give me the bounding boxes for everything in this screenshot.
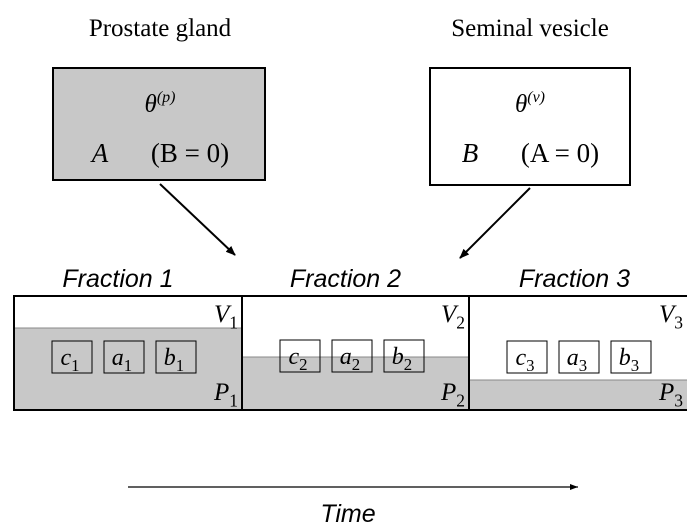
param-label: b1 xyxy=(164,345,184,375)
param-label-base: c xyxy=(60,345,71,371)
param-label: a1 xyxy=(112,345,132,375)
parameter-symbol: θ xyxy=(515,91,527,118)
arrow xyxy=(159,183,236,256)
volume-label: V3 xyxy=(659,301,683,332)
param-label-base: a xyxy=(112,345,124,371)
parameter-sup: (v) xyxy=(527,89,545,106)
prostate-label: P3 xyxy=(658,379,683,410)
time-label: Time xyxy=(320,500,375,528)
condition: (B = 0) xyxy=(151,138,229,168)
param-label: b2 xyxy=(392,344,412,374)
prostate-label: P1 xyxy=(213,379,238,410)
param-label-sub: 2 xyxy=(404,355,412,374)
param-box xyxy=(558,340,600,374)
param-label-base: a xyxy=(567,345,579,371)
param-box xyxy=(610,340,652,374)
fraction-title: Fraction 1 xyxy=(62,265,173,293)
fraction-shade xyxy=(469,380,687,410)
param-label-base: b xyxy=(619,345,631,371)
organ-name: Seminal vesicle xyxy=(451,15,609,42)
param-label: c2 xyxy=(288,344,307,374)
volume-label: V2 xyxy=(441,301,465,332)
prostate-label-sub: 2 xyxy=(456,390,465,410)
param-label-sub: 1 xyxy=(124,356,132,375)
param-label: a3 xyxy=(567,345,587,375)
volume-label-sub: 2 xyxy=(456,312,465,332)
organ-box xyxy=(52,67,266,181)
effect: B xyxy=(462,138,479,168)
parameter-symbol: θ xyxy=(145,91,157,118)
parameter: θ(v) xyxy=(515,89,545,118)
prostate-label-base: P xyxy=(658,379,674,406)
prostate-label-base: P xyxy=(213,379,229,406)
prostate-label-sub: 1 xyxy=(229,390,238,410)
prostate-label-sub: 3 xyxy=(674,390,683,410)
param-label-sub: 3 xyxy=(631,356,639,375)
volume-label-base: V xyxy=(214,301,232,328)
param-box xyxy=(331,339,373,373)
param-label: a2 xyxy=(340,344,360,374)
arrow xyxy=(459,187,531,259)
volume-label-base: V xyxy=(441,301,459,328)
param-label-base: b xyxy=(392,344,404,370)
volume-label: V1 xyxy=(214,301,238,332)
param-label-base: a xyxy=(340,344,352,370)
condition: (A = 0) xyxy=(521,138,599,168)
fraction-border xyxy=(468,295,687,411)
param-label-base: b xyxy=(164,345,176,371)
param-label-base: c xyxy=(288,344,299,370)
param-label-base: c xyxy=(515,345,526,371)
fraction-title: Fraction 3 xyxy=(519,265,630,293)
volume-label-base: V xyxy=(659,301,677,328)
volume-label-sub: 1 xyxy=(229,312,238,332)
parameter-sup: (p) xyxy=(157,89,176,106)
param-label-sub: 3 xyxy=(526,356,534,375)
param-box xyxy=(51,340,93,374)
volume-label-sub: 3 xyxy=(674,312,683,332)
organ-box xyxy=(429,67,631,186)
param-label-sub: 2 xyxy=(352,355,360,374)
param-label-sub: 1 xyxy=(176,356,184,375)
param-box xyxy=(383,339,425,373)
organ-name: Prostate gland xyxy=(89,15,232,42)
param-label-sub: 3 xyxy=(579,356,587,375)
param-label-sub: 1 xyxy=(71,356,79,375)
param-label: c3 xyxy=(515,345,534,375)
param-label-sub: 2 xyxy=(299,355,307,374)
param-label: b3 xyxy=(619,345,639,375)
prostate-label-base: P xyxy=(440,379,456,406)
param-box xyxy=(155,340,197,374)
prostate-label: P2 xyxy=(440,379,465,410)
param-box xyxy=(279,339,321,373)
fraction-title: Fraction 2 xyxy=(290,265,401,293)
effect: A xyxy=(90,138,109,168)
param-label: c1 xyxy=(60,345,79,375)
parameter: θ(p) xyxy=(145,89,176,118)
param-box xyxy=(506,340,548,374)
param-box xyxy=(103,340,145,374)
